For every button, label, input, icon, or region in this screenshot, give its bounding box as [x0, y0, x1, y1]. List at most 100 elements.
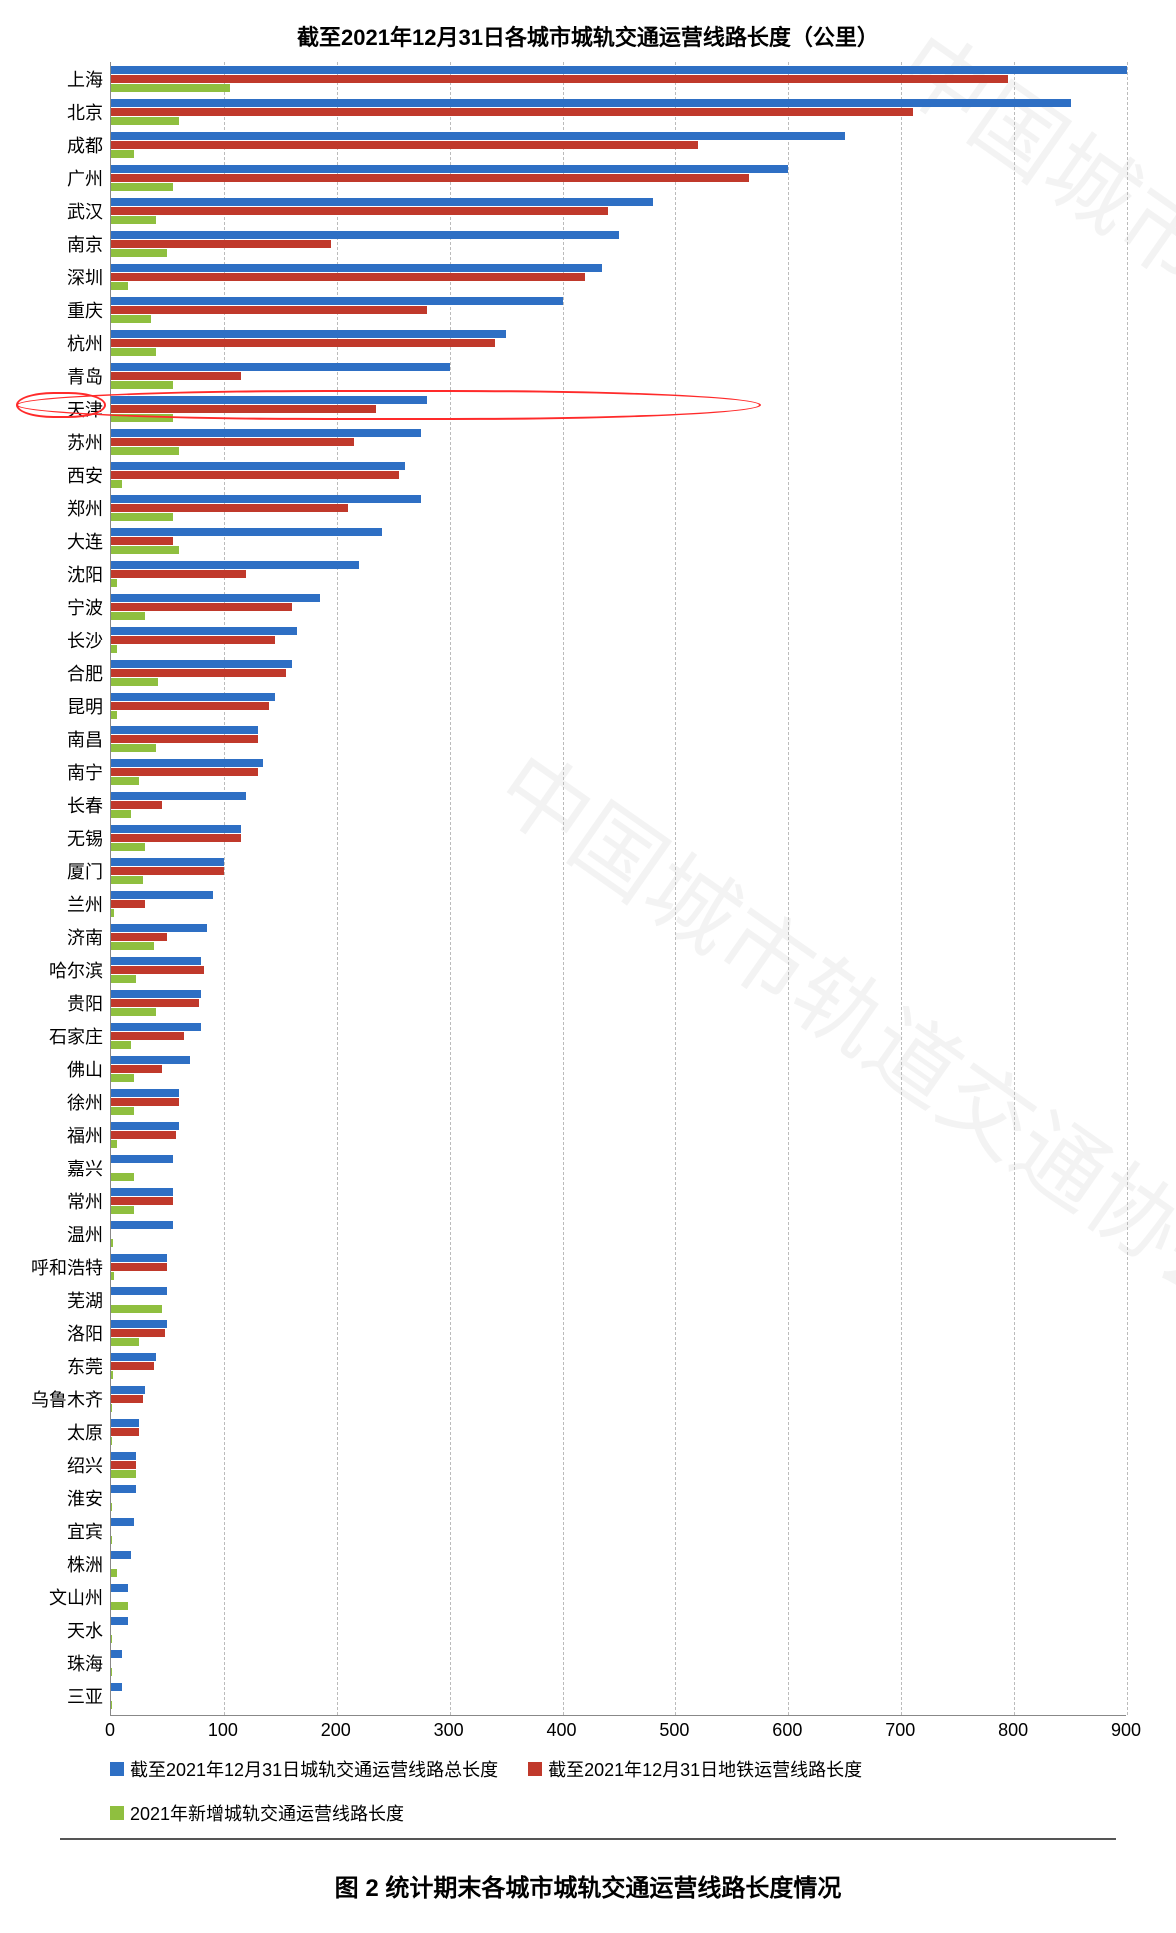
bar-metro: [111, 1032, 184, 1040]
x-tick: 700: [885, 1720, 915, 1741]
city-label: 大连: [67, 528, 111, 554]
city-row: 福州: [111, 1118, 1126, 1151]
bar-total: [111, 396, 427, 404]
city-row: 徐州: [111, 1085, 1126, 1118]
city-label: 昆明: [67, 693, 111, 719]
city-label: 重庆: [67, 297, 111, 323]
bar-total: [111, 990, 201, 998]
bar-added: [111, 1371, 113, 1379]
bar-added: [111, 348, 156, 356]
x-tick: 200: [321, 1720, 351, 1741]
city-row: 天津: [111, 392, 1126, 425]
bar-total: [111, 330, 506, 338]
bar-total: [111, 792, 246, 800]
bar-metro: [111, 207, 608, 215]
bar-added: [111, 1074, 134, 1082]
bar-added: [111, 1206, 134, 1214]
bar-metro: [111, 504, 348, 512]
city-label: 贵阳: [67, 990, 111, 1016]
bar-added: [111, 117, 179, 125]
bar-total: [111, 1650, 122, 1658]
bar-added: [111, 1239, 113, 1247]
city-label: 西安: [67, 462, 111, 488]
bar-added: [111, 282, 128, 290]
bar-total: [111, 66, 1127, 74]
city-label: 长沙: [67, 627, 111, 653]
bar-metro: [111, 273, 585, 281]
city-label: 嘉兴: [67, 1155, 111, 1181]
bar-total: [111, 363, 450, 371]
bar-total: [111, 1452, 136, 1460]
bar-total: [111, 1485, 136, 1493]
city-label: 东莞: [67, 1353, 111, 1379]
x-tick: 800: [998, 1720, 1028, 1741]
city-label: 无锡: [67, 825, 111, 851]
bar-metro: [111, 570, 246, 578]
bar-added: [111, 678, 158, 686]
bar-added: [111, 1536, 112, 1544]
bar-added: [111, 480, 122, 488]
bar-added: [111, 1470, 136, 1478]
city-label: 天水: [67, 1617, 111, 1643]
bar-total: [111, 1419, 139, 1427]
bar-total: [111, 165, 788, 173]
bar-added: [111, 249, 167, 257]
city-label: 太原: [67, 1419, 111, 1445]
legend-swatch: [528, 1762, 542, 1776]
bar-added: [111, 447, 179, 455]
x-tick: 100: [208, 1720, 238, 1741]
city-label: 北京: [67, 99, 111, 125]
city-row: 石家庄: [111, 1019, 1126, 1052]
city-label: 郑州: [67, 495, 111, 521]
bar-added: [111, 579, 117, 587]
city-row: 郑州: [111, 491, 1126, 524]
bar-added: [111, 645, 117, 653]
city-row: 深圳: [111, 260, 1126, 293]
bar-added: [111, 1107, 134, 1115]
bar-added: [111, 216, 156, 224]
city-row: 芜湖: [111, 1283, 1126, 1316]
bar-added: [111, 1305, 162, 1313]
city-row: 乌鲁木齐: [111, 1382, 1126, 1415]
city-label: 宁波: [67, 594, 111, 620]
bar-total: [111, 429, 421, 437]
bar-total: [111, 693, 275, 701]
city-row: 合肥: [111, 656, 1126, 689]
bar-added: [111, 1041, 131, 1049]
bar-total: [111, 1584, 128, 1592]
city-row: 呼和浩特: [111, 1250, 1126, 1283]
city-row: 大连: [111, 524, 1126, 557]
bar-metro: [111, 1263, 167, 1271]
city-row: 淮安: [111, 1481, 1126, 1514]
city-label: 成都: [67, 132, 111, 158]
city-row: 东莞: [111, 1349, 1126, 1382]
city-row: 天水: [111, 1613, 1126, 1646]
bar-metro: [111, 372, 241, 380]
city-label: 青岛: [67, 363, 111, 389]
legend-swatch: [110, 1806, 124, 1820]
legend-label: 截至2021年12月31日地铁运营线路长度: [548, 1756, 862, 1782]
city-label: 长春: [67, 792, 111, 818]
bar-added: [111, 612, 145, 620]
city-row: 南昌: [111, 722, 1126, 755]
city-row: 上海: [111, 62, 1126, 95]
city-row: 宜宾: [111, 1514, 1126, 1547]
bar-total: [111, 561, 359, 569]
bar-metro: [111, 933, 167, 941]
bar-added: [111, 1602, 128, 1610]
bar-added: [111, 1173, 134, 1181]
city-row: 苏州: [111, 425, 1126, 458]
bar-total: [111, 1353, 156, 1361]
bar-total: [111, 1320, 167, 1328]
city-row: 武汉: [111, 194, 1126, 227]
bar-total: [111, 1188, 173, 1196]
bar-metro: [111, 603, 292, 611]
bar-total: [111, 198, 653, 206]
bar-total: [111, 1023, 201, 1031]
city-label: 沈阳: [67, 561, 111, 587]
city-row: 无锡: [111, 821, 1126, 854]
bar-added: [111, 1140, 117, 1148]
bar-added: [111, 381, 173, 389]
bar-metro: [111, 669, 286, 677]
bar-metro: [111, 1329, 165, 1337]
